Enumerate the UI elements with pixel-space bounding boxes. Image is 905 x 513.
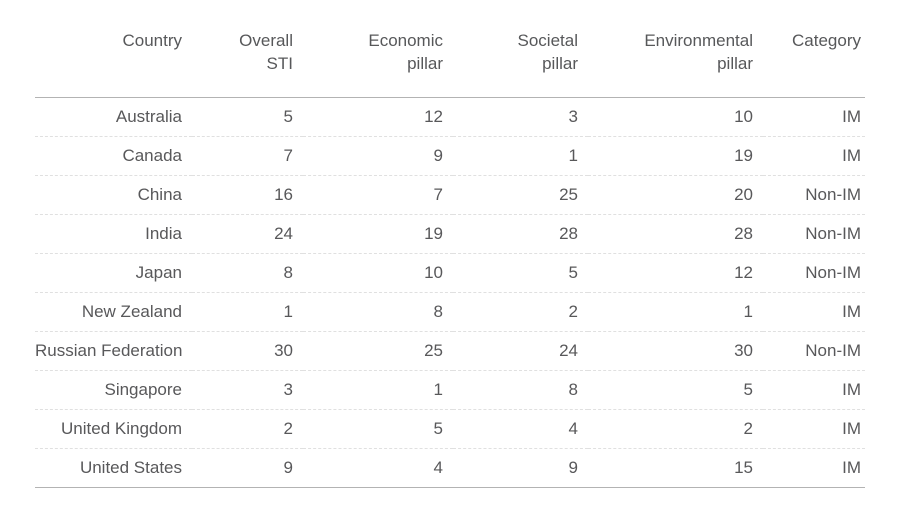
cell-environmental-pillar: 30 [588,331,763,371]
table-row: Russian Federation 30 25 24 30 Non-IM [35,331,865,371]
cell-environmental-pillar: 19 [588,136,763,176]
header-environmental-pillar-line1: Environmental [644,31,753,50]
cell-country: China [35,175,192,215]
cell-economic-pillar: 10 [303,253,453,293]
header-economic-pillar-line2: pillar [407,54,443,73]
cell-country: India [35,214,192,254]
cell-economic-pillar: 5 [303,409,453,449]
cell-overall-sti: 7 [192,136,303,176]
table-header: Country Overall STI Economic pillar Soci… [35,0,865,98]
cell-overall-sti: 8 [192,253,303,293]
header-overall-sti: Overall STI [192,0,303,98]
table-row: Canada 7 9 1 19 IM [35,136,865,176]
cell-overall-sti: 9 [192,448,303,488]
cell-category: Non-IM [763,214,865,254]
header-environmental-pillar-line2: pillar [717,54,753,73]
cell-country: Singapore [35,370,192,410]
cell-societal-pillar: 4 [453,409,588,449]
cell-overall-sti: 30 [192,331,303,371]
table-row: United Kingdom 2 5 4 2 IM [35,409,865,449]
table-body: Australia 5 12 3 10 IM Canada 7 9 1 19 I… [35,98,865,488]
cell-economic-pillar: 25 [303,331,453,371]
cell-category: IM [763,292,865,332]
cell-societal-pillar: 28 [453,214,588,254]
cell-overall-sti: 2 [192,409,303,449]
cell-category: IM [763,409,865,449]
cell-category: IM [842,107,861,126]
header-row: Country Overall STI Economic pillar Soci… [35,0,865,98]
cell-societal-pillar: 8 [453,370,588,410]
table-row: India 24 19 28 28 Non-IM [35,214,865,254]
cell-economic-pillar: 19 [303,214,453,254]
cell-category: Non-IM [763,175,865,215]
table-row: Australia 5 12 3 10 IM [35,98,865,137]
cell-country: New Zealand [35,292,192,332]
header-economic-pillar-line1: Economic [368,31,443,50]
cell-environmental-pillar: 2 [588,409,763,449]
cell-economic-pillar: 8 [303,292,453,332]
cell-environmental-pillar: 1 [588,292,763,332]
cell-environmental-pillar: 28 [588,214,763,254]
cell-economic-pillar: 1 [303,370,453,410]
cell-category: IM [763,370,865,410]
cell-economic-pillar: 12 [424,107,443,126]
cell-overall-sti: 3 [192,370,303,410]
cell-category: IM [763,448,865,488]
country-sti-ranking-table: Country Overall STI Economic pillar Soci… [35,0,865,488]
cell-societal-pillar: 1 [453,136,588,176]
cell-environmental-pillar: 5 [588,370,763,410]
cell-country: Russian Federation [35,331,192,371]
header-country-label: Country [122,31,182,50]
cell-societal-pillar: 5 [453,253,588,293]
cell-societal-pillar: 25 [453,175,588,215]
cell-environmental-pillar: 10 [734,107,753,126]
cell-country: Japan [35,253,192,293]
cell-overall-sti: 1 [192,292,303,332]
table-row: Singapore 3 1 8 5 IM [35,370,865,410]
cell-societal-pillar: 3 [568,107,578,126]
header-country: Country [35,0,192,98]
cell-category: IM [763,136,865,176]
table-row: New Zealand 1 8 2 1 IM [35,292,865,332]
header-societal-pillar: Societal pillar [453,0,588,98]
cell-country: United States [35,448,192,488]
cell-overall-sti: 24 [192,214,303,254]
cell-country: United Kingdom [35,409,192,449]
header-environmental-pillar: Environmental pillar [588,0,763,98]
header-overall-sti-line1: Overall [239,31,293,50]
cell-overall-sti: 5 [283,107,293,126]
header-societal-pillar-line1: Societal [517,31,578,50]
cell-environmental-pillar: 12 [588,253,763,293]
cell-environmental-pillar: 15 [588,448,763,488]
header-category-label: Category [792,31,861,50]
table-row: Japan 8 10 5 12 Non-IM [35,253,865,293]
cell-category: Non-IM [763,253,865,293]
cell-societal-pillar: 9 [453,448,588,488]
cell-category: Non-IM [763,331,865,371]
cell-overall-sti: 16 [192,175,303,215]
cell-societal-pillar: 24 [453,331,588,371]
cell-country: Canada [35,136,192,176]
table-row: China 16 7 25 20 Non-IM [35,175,865,215]
cell-economic-pillar: 9 [303,136,453,176]
header-overall-sti-line2: STI [266,54,293,73]
cell-environmental-pillar: 20 [588,175,763,215]
header-societal-pillar-line2: pillar [542,54,578,73]
header-economic-pillar: Economic pillar [303,0,453,98]
cell-economic-pillar: 4 [303,448,453,488]
header-category: Category [763,0,865,98]
table-row: United States 9 4 9 15 IM [35,448,865,488]
cell-economic-pillar: 7 [303,175,453,215]
cell-country: Australia [115,107,182,126]
cell-societal-pillar: 2 [453,292,588,332]
